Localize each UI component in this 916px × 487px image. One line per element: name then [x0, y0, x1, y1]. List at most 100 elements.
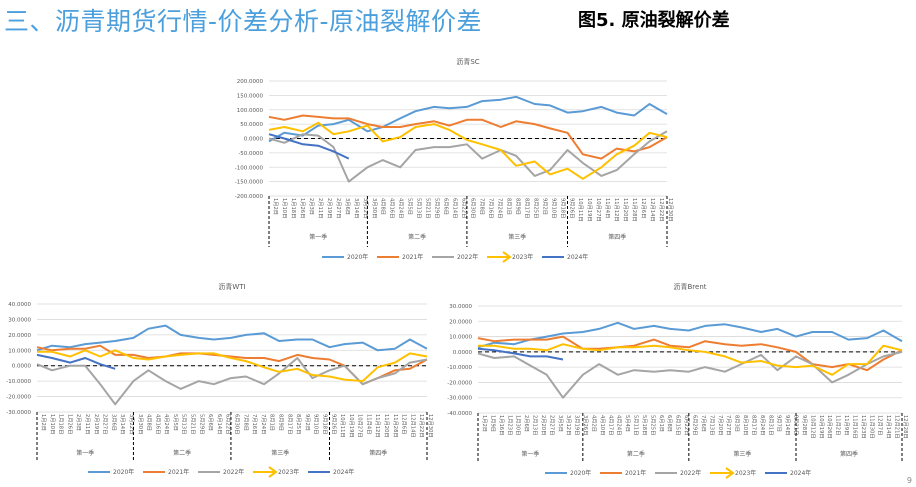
x-tick-label: 11月30日	[868, 415, 875, 439]
y-tick-label: 0.0000	[453, 350, 473, 356]
y-tick-label: -30.0000	[447, 396, 472, 402]
series-line-2022	[36, 357, 428, 406]
y-tick-label: -10.0000	[447, 365, 472, 371]
x-tick-label: 10月27日	[357, 414, 364, 438]
x-tick-label: 7月16日	[487, 198, 494, 218]
x-tick-label: 9月26日	[568, 198, 575, 218]
x-tick-label: 8月3日	[734, 415, 741, 432]
x-tick-label: 6月22日	[225, 414, 232, 434]
y-tick-label: 150.0000	[237, 93, 264, 99]
x-tick-label: 9月10日	[550, 198, 557, 218]
x-tick-label: 9月10日	[313, 414, 320, 434]
legend-label: 2024年	[567, 253, 588, 261]
x-tick-label: 1月26日	[299, 198, 306, 218]
series-line-2022	[477, 350, 903, 399]
series-line-2020	[36, 324, 428, 352]
x-tick-label: 4月24日	[616, 415, 623, 435]
x-tick-label: 11月28日	[392, 414, 399, 438]
chart-brent: 沥青Brent -40.0000 -30.0000 -20.0000 -10.0000 0…	[447, 282, 909, 479]
x-tick-label: 8月9日	[277, 414, 284, 431]
legend-label: 2022年	[457, 253, 478, 261]
y-tick-label: -100.0000	[235, 165, 264, 171]
x-tick-label: 6月6日	[207, 414, 214, 431]
x-tick-label: 11月12日	[613, 198, 620, 222]
y-tick-label: -40.0000	[447, 411, 472, 417]
x-tick-label: 2月3日	[75, 414, 82, 431]
x-tick-label: 2月11日	[317, 198, 324, 218]
x-tick-label: 1月2日	[272, 198, 279, 215]
x-tick-label: 1月2日	[481, 415, 488, 432]
quarter-label: 第四季	[608, 233, 626, 241]
y-tick-label: 30.0000	[8, 317, 31, 323]
x-tick-label: 3月6日	[344, 198, 351, 215]
x-tick-label: 3月22日	[362, 198, 369, 218]
x-tick-label: 12月6日	[401, 414, 408, 434]
x-tick-label: 8月17日	[523, 198, 530, 218]
x-tick-label: 4月8日	[146, 414, 153, 431]
x-tick-label: 5月29日	[434, 198, 441, 218]
x-tick-label: 12月22日	[418, 414, 425, 438]
legend-label: 2023年	[278, 468, 299, 476]
x-tick-label: 12月6日	[640, 198, 647, 218]
x-tick-label: 2月20日	[540, 415, 547, 435]
x-tick-label: 2月19日	[93, 414, 100, 434]
x-tick-label: 1月26日	[66, 414, 73, 434]
x-tick-label: 5月11日	[633, 415, 640, 435]
x-tick-label: 11月23日	[860, 415, 867, 439]
y-tick-label: -20.0000	[447, 380, 472, 386]
x-tick-label: 9月28日	[801, 415, 808, 435]
x-tick-label: 9月26日	[330, 414, 337, 434]
x-tick-label: 1月18日	[290, 198, 297, 218]
x-tick-label: 2月27日	[548, 415, 555, 435]
x-tick-label: 11月28日	[631, 198, 638, 222]
x-tick-label: 2月13日	[532, 415, 539, 435]
quarter-label: 第一季	[309, 233, 327, 241]
x-tick-label: 8月1日	[505, 198, 512, 215]
x-tick-label: 8月24日	[759, 415, 766, 435]
x-tick-label: 11月12日	[374, 414, 381, 438]
quarter-label: 第三季	[271, 449, 289, 457]
quarter-label: 第二季	[627, 450, 645, 458]
x-tick-label: 10月19日	[348, 414, 355, 438]
series-line-2020	[477, 321, 903, 349]
x-tick-label: 1月10日	[49, 414, 56, 434]
x-tick-label: 12月14日	[409, 414, 416, 438]
y-tick-label: 30.0000	[449, 304, 472, 310]
legend-label: 2021年	[402, 253, 423, 261]
x-tick-label: 4月16日	[389, 198, 396, 218]
y-tick-label: 200.0000	[237, 79, 264, 85]
legend-label: 2021年	[168, 468, 189, 476]
chart-sc: 沥青SC -200.0000 -150.0000 -100.0000 -50.0000 0…	[235, 57, 674, 263]
legend-label: 2024年	[333, 468, 354, 476]
chart-title: 沥青Brent	[673, 282, 706, 291]
x-tick-label: 1月16日	[498, 415, 505, 435]
x-tick-label: 3月6日	[110, 414, 117, 431]
x-tick-label: 2月11日	[84, 414, 91, 434]
x-tick-label: 8月31日	[767, 415, 774, 435]
series-line-2023	[37, 349, 428, 383]
x-tick-label: 11月9日	[843, 415, 850, 435]
x-tick-label: 10月12日	[809, 415, 816, 439]
x-tick-label: 12月30日	[427, 414, 434, 438]
x-tick-label: 5月13日	[181, 414, 188, 434]
y-tick-label: 100.0000	[237, 108, 264, 114]
x-tick-label: 11月20日	[622, 198, 629, 222]
x-tick-label: 4月24日	[163, 414, 170, 434]
y-tick-label: -150.0000	[235, 180, 264, 186]
x-tick-label: 12月14日	[649, 198, 656, 222]
y-tick-label: 10.0000	[8, 348, 31, 354]
x-tick-label: 4月8日	[380, 198, 387, 215]
legend-label: 2024年	[790, 469, 811, 477]
x-tick-label: 7月6日	[700, 415, 707, 432]
x-tick-label: 9月18日	[559, 198, 566, 218]
x-tick-label: 9月2日	[304, 414, 311, 431]
series-line-2024	[36, 353, 116, 370]
page-title: 三、沥青期货行情-价差分析-原油裂解价差	[4, 7, 483, 36]
y-tick-label: 40.0000	[8, 302, 31, 308]
y-tick-label: 0.0000	[244, 137, 264, 143]
x-tick-label: 10月19日	[818, 415, 825, 439]
x-tick-label: 7月13日	[708, 415, 715, 435]
series-line-2022	[268, 130, 668, 183]
x-tick-label: 5月21日	[425, 198, 432, 218]
x-tick-label: 5月13日	[416, 198, 423, 218]
